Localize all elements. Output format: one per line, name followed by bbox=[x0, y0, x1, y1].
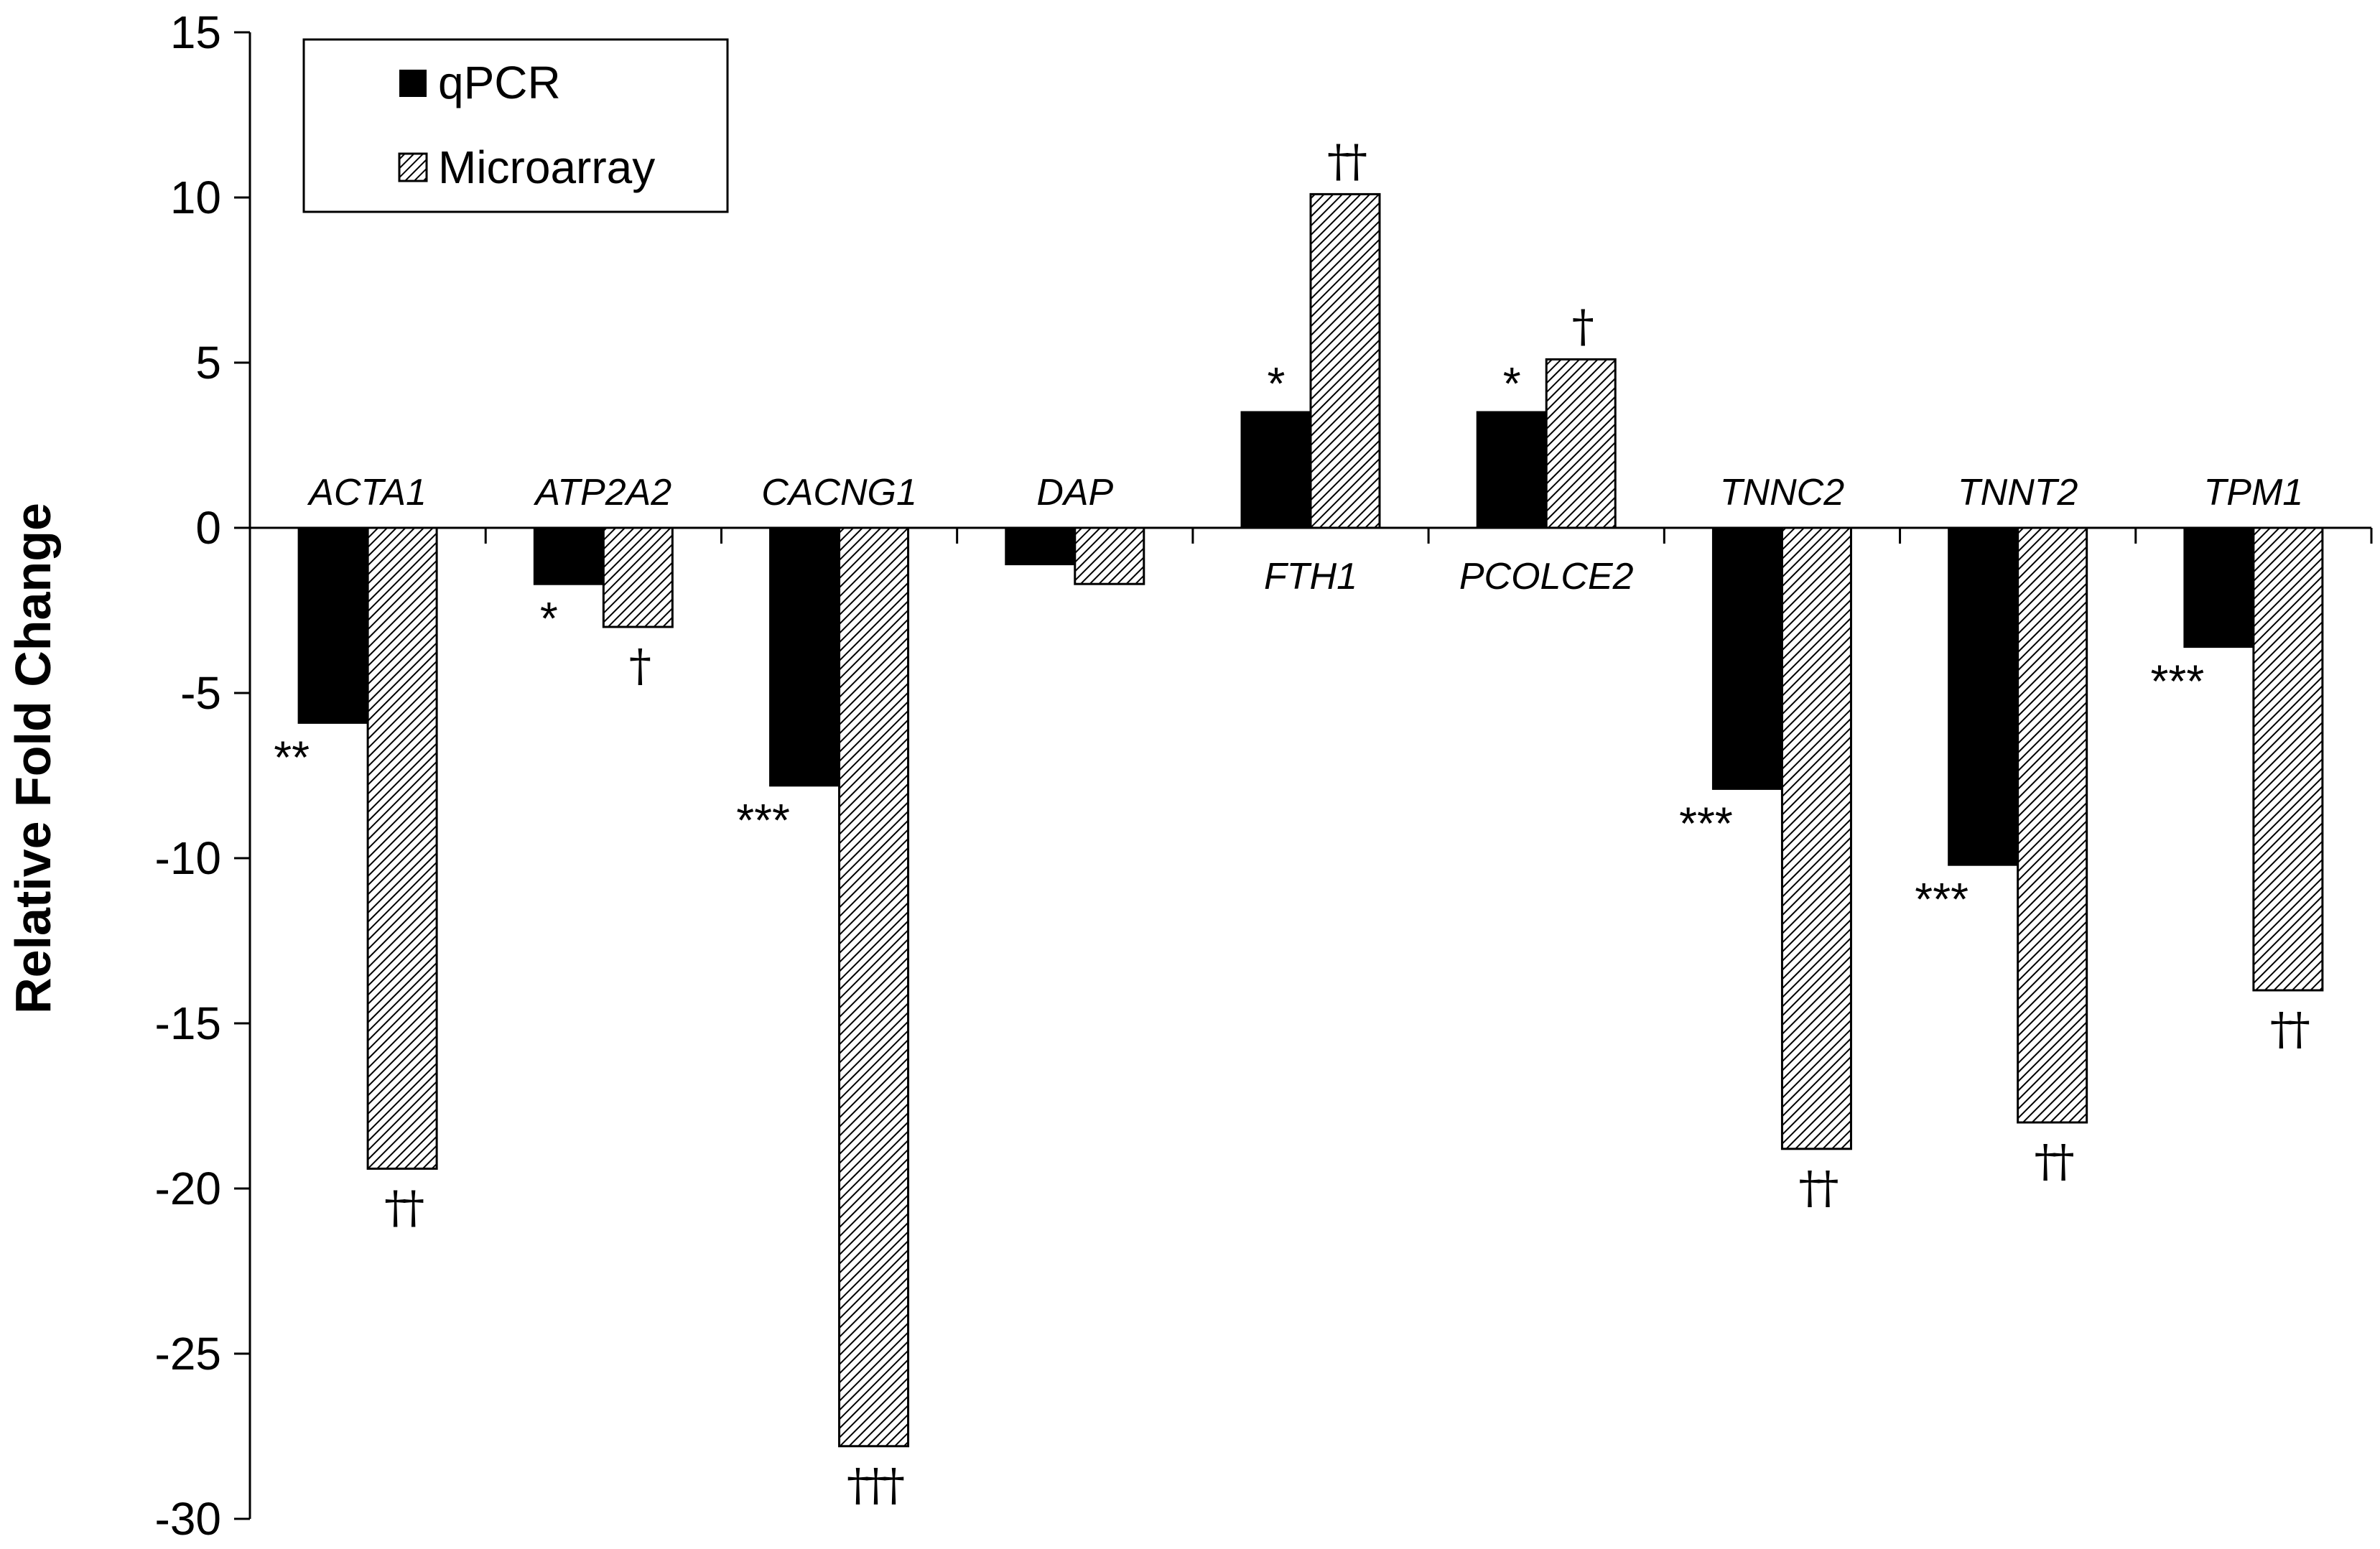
y-tick-label: 10 bbox=[170, 172, 221, 223]
bar-microarray-tpm1 bbox=[2252, 526, 2324, 992]
legend-label-qpcr: qPCR bbox=[438, 57, 561, 108]
bar-qpcr-cacng1 bbox=[769, 526, 841, 787]
legend-label-microarray: Microarray bbox=[438, 141, 655, 193]
significance-dagger: †† bbox=[2270, 1003, 2310, 1055]
significance-dagger: †† bbox=[1798, 1161, 1838, 1214]
bar-microarray-tnnc2 bbox=[1780, 526, 1852, 1150]
y-tick-label: -30 bbox=[155, 1493, 222, 1545]
bar-qpcr-tnnt2 bbox=[1948, 526, 2019, 866]
y-tick-label: 15 bbox=[170, 6, 221, 58]
significance-star: ** bbox=[274, 731, 310, 783]
x-category-label: CACNG1 bbox=[761, 472, 917, 513]
y-tick-label: -5 bbox=[180, 667, 221, 719]
legend-box bbox=[302, 38, 729, 213]
legend-swatch-microarray bbox=[398, 152, 428, 182]
significance-star: * bbox=[1503, 358, 1521, 409]
y-tick-label: -20 bbox=[155, 1163, 222, 1214]
y-tick-label: -25 bbox=[155, 1328, 222, 1380]
significance-star: *** bbox=[2151, 656, 2205, 707]
y-tick-label: 5 bbox=[195, 337, 221, 389]
bars bbox=[297, 192, 2324, 1448]
bar-microarray-dap bbox=[1074, 526, 1145, 585]
x-category-label: PCOLCE2 bbox=[1459, 556, 1634, 597]
bar-microarray-fth1 bbox=[1309, 192, 1381, 529]
y-tick-label: 0 bbox=[195, 502, 221, 554]
x-category-label: ACTA1 bbox=[307, 472, 427, 513]
bar-microarray-pcolce2 bbox=[1545, 358, 1617, 529]
legend-swatch-qpcr bbox=[399, 70, 427, 97]
bar-qpcr-tpm1 bbox=[2183, 526, 2255, 648]
significance-star: *** bbox=[1915, 873, 1968, 925]
bar-qpcr-acta1 bbox=[297, 526, 369, 724]
x-category-label: FTH1 bbox=[1264, 556, 1357, 597]
bar-qpcr-tnnc2 bbox=[1711, 526, 1783, 790]
y-axis-title: Relative Fold Change bbox=[5, 503, 61, 1014]
significance-star: *** bbox=[736, 794, 790, 846]
significance-dagger: † bbox=[1572, 299, 1594, 352]
significance-dagger: ††† bbox=[847, 1459, 904, 1511]
significance-dagger: † bbox=[629, 639, 651, 692]
x-category-label: TPM1 bbox=[2204, 472, 2304, 513]
bar-qpcr-fth1 bbox=[1240, 411, 1312, 529]
y-tick-label: -15 bbox=[155, 997, 222, 1049]
significance-star: * bbox=[540, 592, 558, 644]
bar-qpcr-pcolce2 bbox=[1476, 411, 1548, 529]
x-category-label: ATP2A2 bbox=[533, 472, 671, 513]
bar-qpcr-dap bbox=[1005, 526, 1077, 566]
bar-microarray-acta1 bbox=[366, 526, 438, 1170]
y-tick-label: -10 bbox=[155, 832, 222, 884]
significance-dagger: †† bbox=[1327, 134, 1367, 187]
legend: qPCR Microarray bbox=[302, 38, 729, 213]
bar-qpcr-atp2a2 bbox=[533, 526, 605, 585]
significance-star: *** bbox=[1679, 797, 1733, 849]
x-category-label: TNNC2 bbox=[1720, 472, 1844, 513]
significance-dagger: †† bbox=[2035, 1135, 2074, 1187]
significance-dagger: †† bbox=[384, 1181, 424, 1233]
x-category-label: DAP bbox=[1036, 472, 1113, 513]
bar-microarray-cacng1 bbox=[838, 526, 910, 1448]
x-category-label: TNNT2 bbox=[1958, 472, 2078, 513]
bar-microarray-tnnt2 bbox=[2017, 526, 2088, 1124]
significance-star: * bbox=[1268, 358, 1286, 409]
bar-microarray-atp2a2 bbox=[602, 526, 674, 628]
